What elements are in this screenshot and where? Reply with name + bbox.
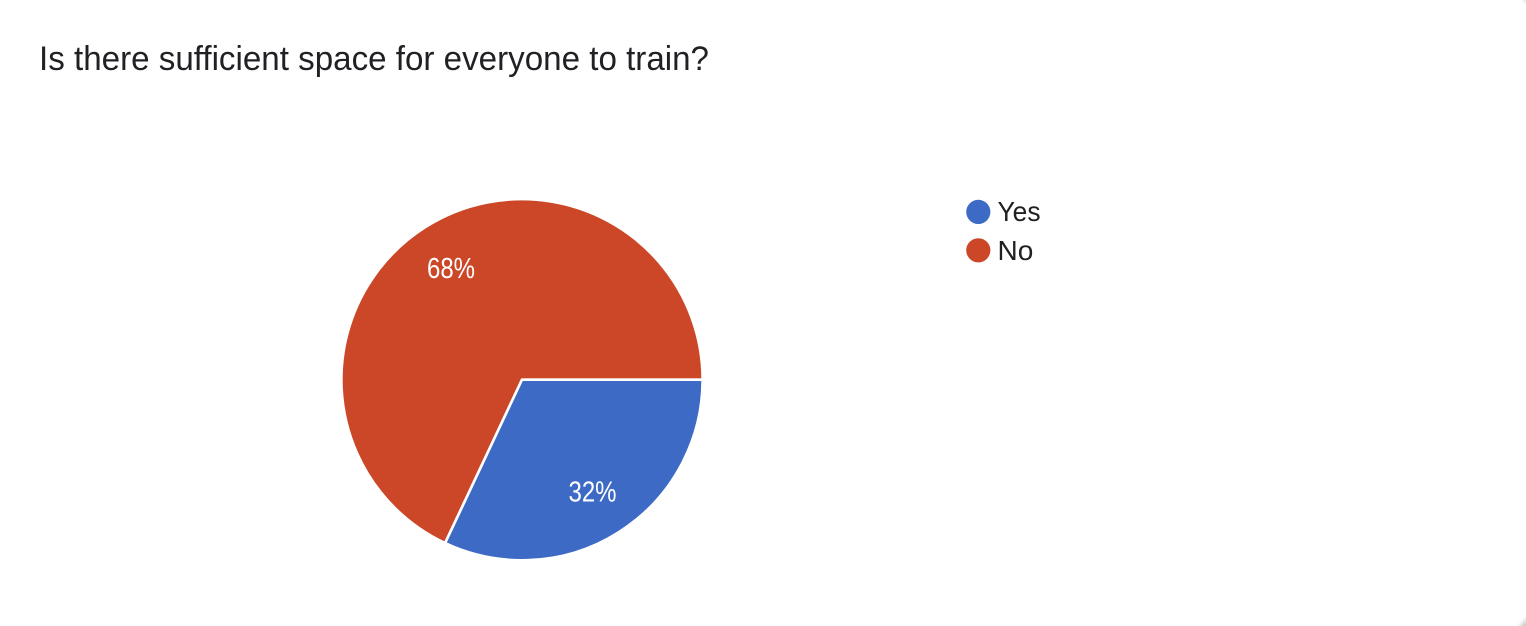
svg-text:Yes: Yes	[998, 196, 1041, 227]
svg-text:32%: 32%	[569, 476, 617, 508]
svg-text:No: No	[998, 235, 1034, 266]
svg-text:68%: 68%	[427, 253, 475, 285]
svg-text:Is there sufficient space for: Is there sufficient space for everyone t…	[39, 40, 709, 78]
